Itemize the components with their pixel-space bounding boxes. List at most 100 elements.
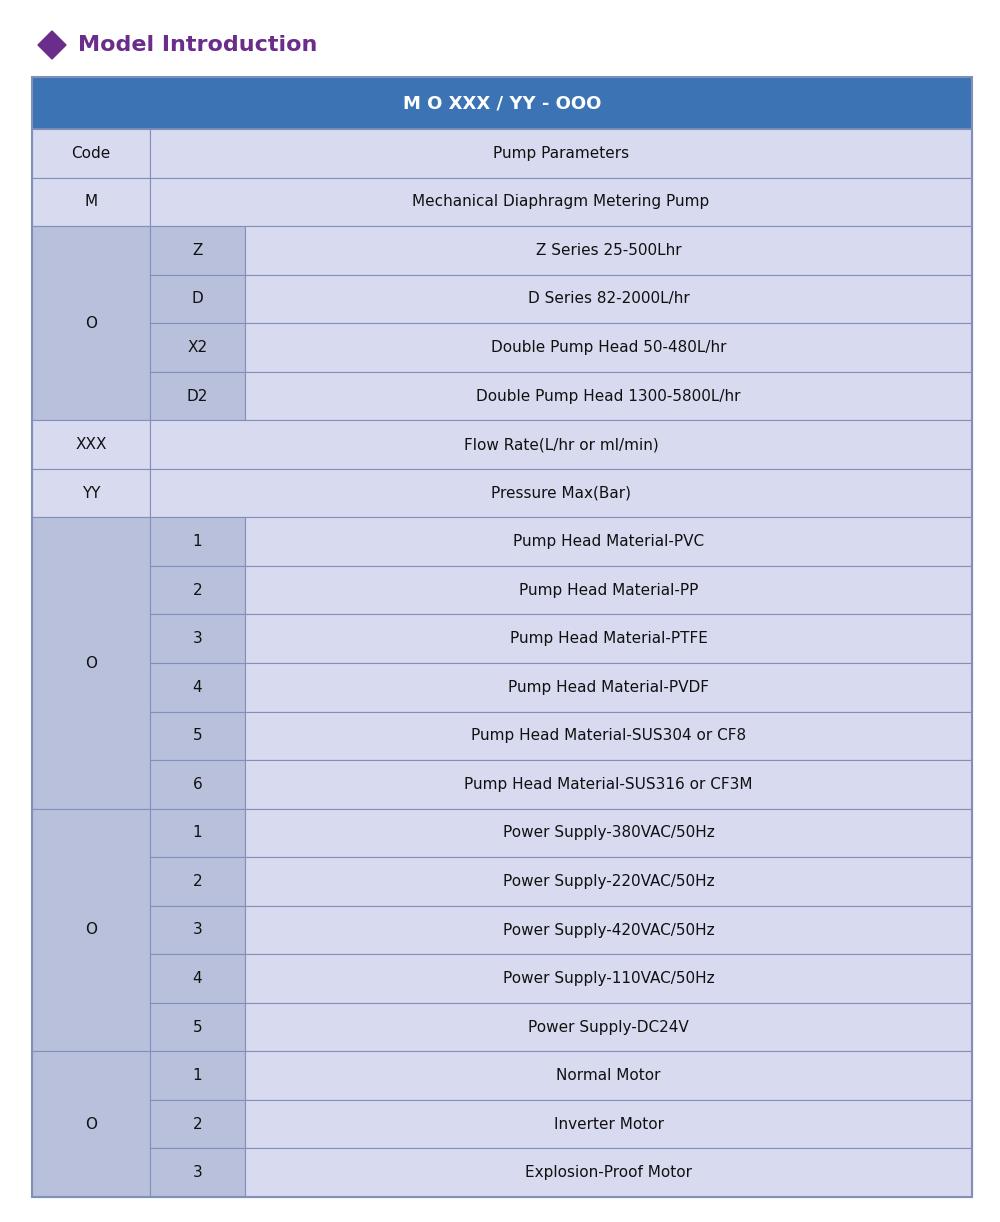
Text: X2: X2	[187, 340, 208, 354]
Text: Normal Motor: Normal Motor	[556, 1068, 661, 1083]
Text: Pump Head Material-PVDF: Pump Head Material-PVDF	[508, 679, 709, 695]
Bar	[150, 226, 245, 275]
Bar	[150, 615, 245, 664]
Bar	[150, 760, 245, 809]
Text: Pump Head Material-SUS304 or CF8: Pump Head Material-SUS304 or CF8	[471, 728, 746, 743]
Text: Power Supply-380VAC/50Hz: Power Supply-380VAC/50Hz	[503, 825, 714, 841]
Bar	[32, 517, 150, 809]
Bar	[32, 809, 150, 1051]
Text: O: O	[85, 923, 97, 937]
Text: 2: 2	[193, 583, 202, 598]
Text: O: O	[85, 315, 97, 331]
Bar	[150, 371, 245, 420]
Bar	[150, 809, 245, 857]
Text: 2: 2	[193, 1117, 202, 1132]
Text: 5: 5	[193, 728, 202, 743]
Text: Pump Parameters: Pump Parameters	[493, 145, 629, 161]
Text: 3: 3	[193, 632, 202, 646]
Text: Power Supply-DC24V: Power Supply-DC24V	[528, 1019, 689, 1035]
Bar	[245, 857, 972, 906]
Text: Code: Code	[71, 145, 111, 161]
Text: 5: 5	[193, 1019, 202, 1035]
Text: 4: 4	[193, 679, 202, 695]
Text: 1: 1	[193, 825, 202, 841]
Bar	[245, 954, 972, 1003]
Bar	[150, 323, 245, 371]
Text: Z: Z	[192, 243, 203, 258]
Bar	[150, 857, 245, 906]
Bar	[150, 1149, 245, 1198]
Bar	[150, 469, 972, 517]
Bar	[245, 1051, 972, 1100]
Bar	[150, 130, 972, 177]
Text: Power Supply-220VAC/50Hz: Power Supply-220VAC/50Hz	[503, 874, 714, 888]
Bar	[150, 420, 972, 469]
Bar	[245, 1100, 972, 1149]
Bar	[150, 906, 245, 954]
Text: Mechanical Diaphragm Metering Pump: Mechanical Diaphragm Metering Pump	[412, 194, 710, 209]
Bar	[245, 566, 972, 615]
Bar	[245, 906, 972, 954]
Text: Z Series 25-500Lhr: Z Series 25-500Lhr	[536, 243, 681, 258]
Bar	[245, 323, 972, 371]
Text: M: M	[84, 194, 98, 209]
Bar	[245, 615, 972, 664]
Bar	[245, 1149, 972, 1198]
Bar	[32, 77, 972, 130]
Bar	[245, 809, 972, 857]
Bar	[150, 711, 245, 760]
Bar	[150, 517, 245, 566]
Text: 4: 4	[193, 971, 202, 986]
Bar	[245, 371, 972, 420]
Bar	[150, 566, 245, 615]
Bar	[245, 226, 972, 275]
Text: 1: 1	[193, 534, 202, 549]
Bar	[150, 1100, 245, 1149]
Text: Power Supply-110VAC/50Hz: Power Supply-110VAC/50Hz	[503, 971, 714, 986]
Text: 1: 1	[193, 1068, 202, 1083]
Text: Explosion-Proof Motor: Explosion-Proof Motor	[525, 1166, 692, 1180]
Polygon shape	[38, 31, 66, 59]
Text: Pump Head Material-PP: Pump Head Material-PP	[519, 583, 698, 598]
Text: 3: 3	[193, 1166, 202, 1180]
Text: 3: 3	[193, 923, 202, 937]
Text: D Series 82-2000L/hr: D Series 82-2000L/hr	[528, 291, 689, 307]
Bar	[245, 760, 972, 809]
Bar	[32, 469, 150, 517]
Text: Double Pump Head 1300-5800L/hr: Double Pump Head 1300-5800L/hr	[476, 389, 741, 403]
Text: Pressure Max(Bar): Pressure Max(Bar)	[491, 485, 631, 501]
Text: D2: D2	[187, 389, 208, 403]
Bar	[150, 275, 245, 323]
Text: Model Introduction: Model Introduction	[78, 35, 317, 55]
Bar	[150, 1003, 245, 1051]
Bar	[32, 420, 150, 469]
Text: M O XXX / YY - OOO: M O XXX / YY - OOO	[403, 94, 601, 112]
Text: D: D	[192, 291, 203, 307]
Bar	[32, 1051, 150, 1198]
Text: YY: YY	[82, 485, 100, 501]
Text: XXX: XXX	[75, 437, 107, 452]
Bar	[150, 954, 245, 1003]
Text: 2: 2	[193, 874, 202, 888]
Text: Pump Head Material-PVC: Pump Head Material-PVC	[513, 534, 704, 549]
Text: O: O	[85, 655, 97, 671]
Bar	[245, 664, 972, 711]
Bar	[245, 517, 972, 566]
Text: Flow Rate(L/hr or ml/min): Flow Rate(L/hr or ml/min)	[464, 437, 658, 452]
Bar	[150, 664, 245, 711]
Text: Pump Head Material-PTFE: Pump Head Material-PTFE	[510, 632, 707, 646]
Bar	[32, 177, 150, 226]
Bar	[245, 711, 972, 760]
Bar	[150, 177, 972, 226]
Bar	[245, 275, 972, 323]
Bar	[32, 130, 150, 177]
Text: Inverter Motor: Inverter Motor	[554, 1117, 664, 1132]
Text: 6: 6	[193, 777, 202, 792]
Text: Power Supply-420VAC/50Hz: Power Supply-420VAC/50Hz	[503, 923, 714, 937]
Bar	[245, 1003, 972, 1051]
Text: O: O	[85, 1117, 97, 1132]
Text: Double Pump Head 50-480L/hr: Double Pump Head 50-480L/hr	[491, 340, 726, 354]
Text: Pump Head Material-SUS316 or CF3M: Pump Head Material-SUS316 or CF3M	[464, 777, 753, 792]
Bar	[150, 1051, 245, 1100]
Bar	[32, 226, 150, 420]
